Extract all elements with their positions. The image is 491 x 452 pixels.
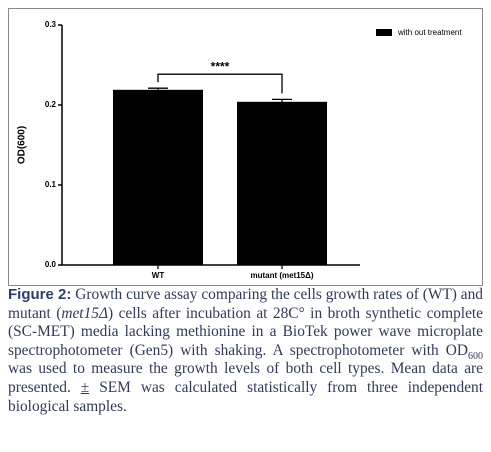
caption-italic: met15Δ xyxy=(61,304,108,322)
bar xyxy=(113,89,203,265)
significance-bracket xyxy=(157,73,283,94)
figure: OD(600) 0.0 0.1 0.2 0.3 WT mutant (met15Δ) ***… xyxy=(8,8,483,286)
x-tick-label: WT xyxy=(152,271,165,280)
y-axis-label: OD(600) xyxy=(17,126,28,164)
error-bar xyxy=(148,87,168,90)
y-tick-label: 0.1 xyxy=(45,180,57,189)
caption-label: Figure 2: xyxy=(8,286,72,303)
caption-text: ) cells after incubation at 28C° in brot… xyxy=(8,304,484,359)
y-tick-label: 0.2 xyxy=(45,100,57,109)
significance-label: **** xyxy=(211,59,230,73)
y-tick-label: 0.0 xyxy=(45,260,57,269)
y-tick-label: 0.3 xyxy=(45,20,57,29)
legend-swatch xyxy=(376,29,392,36)
figure-border xyxy=(8,8,483,286)
error-bar xyxy=(272,98,292,102)
bar xyxy=(237,101,327,265)
caption-subscript: 600 xyxy=(468,350,483,362)
caption-text: was used to measure the growth levels of… xyxy=(8,360,483,396)
x-tick-label: mutant (met15Δ) xyxy=(250,271,313,280)
caption: Figure 2: Growth curve assay comparing t… xyxy=(8,286,483,416)
caption-text: Growth curve assay comparing the cells g… xyxy=(8,286,484,322)
caption-text: SEM was calculated statistically from th… xyxy=(8,378,483,415)
legend-label: with out treatment xyxy=(397,28,462,37)
caption-symbol: ± xyxy=(80,378,90,396)
